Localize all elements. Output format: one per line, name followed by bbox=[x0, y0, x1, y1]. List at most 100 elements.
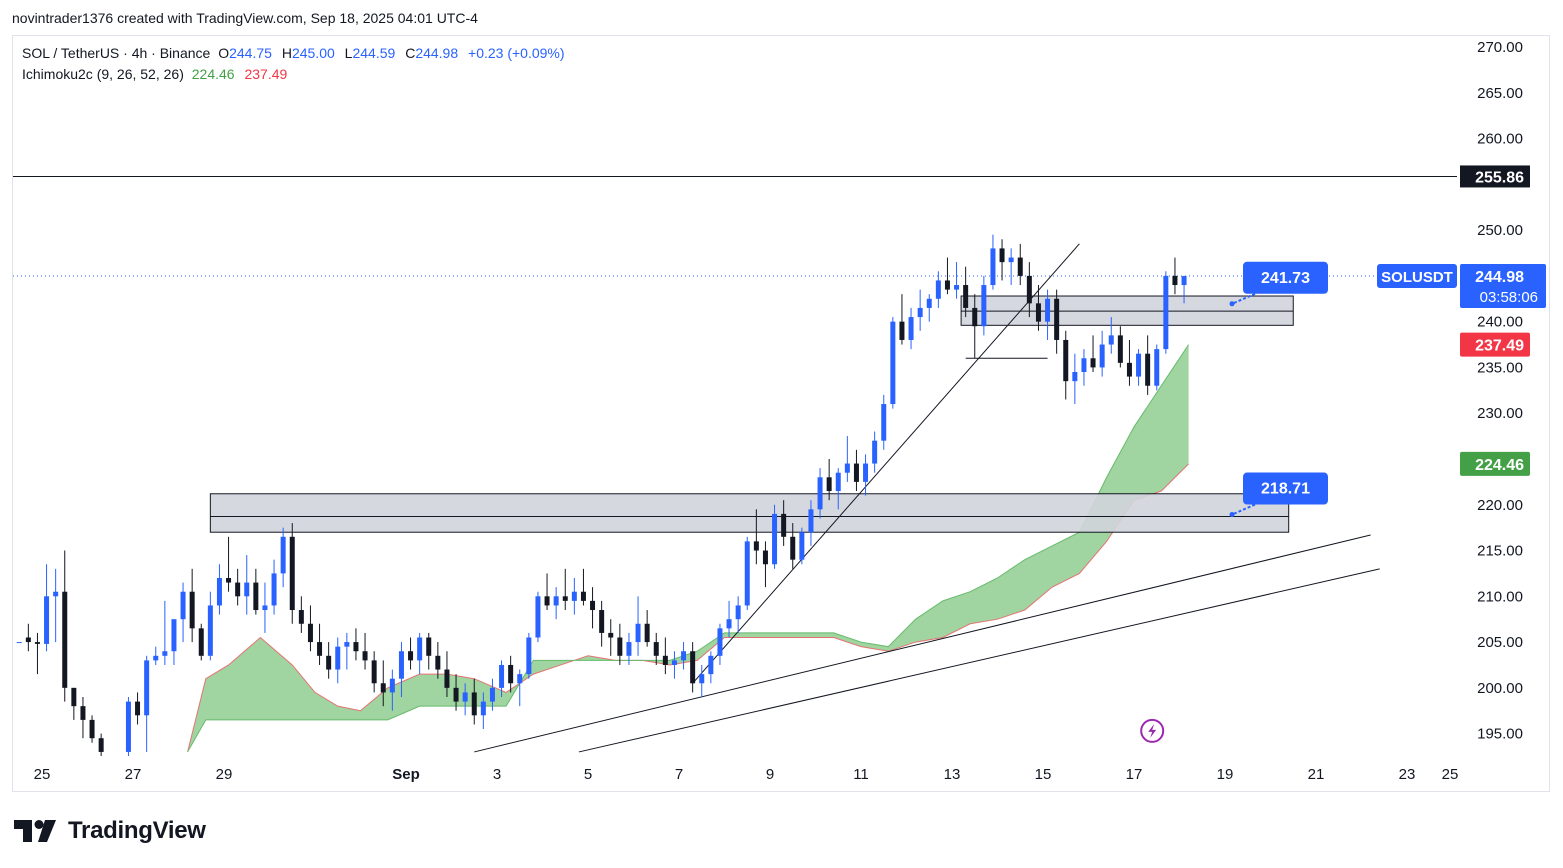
candle-body[interactable] bbox=[398, 651, 404, 679]
candle-body[interactable] bbox=[872, 440, 878, 464]
candle-body[interactable] bbox=[408, 651, 414, 661]
candle-body[interactable] bbox=[16, 642, 22, 644]
candle-body[interactable] bbox=[608, 632, 614, 638]
candle-body[interactable] bbox=[480, 701, 486, 716]
candle-body[interactable] bbox=[1026, 275, 1032, 304]
candle-body[interactable] bbox=[1008, 257, 1014, 263]
candle-body[interactable] bbox=[944, 280, 950, 290]
candle-body[interactable] bbox=[1181, 276, 1187, 286]
candle-body[interactable] bbox=[1035, 303, 1041, 322]
candle-body[interactable] bbox=[1045, 298, 1051, 322]
candle-body[interactable] bbox=[1108, 335, 1114, 345]
candle-body[interactable] bbox=[853, 463, 859, 482]
candle-body[interactable] bbox=[235, 582, 241, 597]
candle-body[interactable] bbox=[626, 642, 632, 656]
candle-body[interactable] bbox=[690, 651, 696, 684]
candle-body[interactable] bbox=[708, 655, 714, 675]
candle-body[interactable] bbox=[1054, 298, 1060, 340]
candle-body[interactable] bbox=[544, 596, 550, 606]
zone-box-1[interactable] bbox=[209, 493, 1290, 533]
candle-body[interactable] bbox=[89, 719, 95, 739]
trendline-3[interactable] bbox=[578, 568, 1380, 753]
candle-body[interactable] bbox=[471, 692, 477, 716]
candle-body[interactable] bbox=[735, 605, 741, 620]
candle-body[interactable] bbox=[653, 642, 659, 656]
candle-body[interactable] bbox=[226, 577, 232, 583]
candle-body[interactable] bbox=[489, 687, 495, 702]
candle-body[interactable] bbox=[599, 610, 605, 633]
trendline-1[interactable] bbox=[692, 243, 1080, 684]
candle-body[interactable] bbox=[835, 472, 841, 492]
candle-body[interactable] bbox=[298, 610, 304, 624]
candle-body[interactable] bbox=[44, 596, 50, 644]
candle-body[interactable] bbox=[890, 321, 896, 405]
candle-body[interactable] bbox=[426, 637, 432, 656]
candle-body[interactable] bbox=[1063, 339, 1069, 382]
indicator-name[interactable]: Ichimoku2c (9, 26, 52, 26) bbox=[22, 66, 184, 82]
candle-body[interactable] bbox=[917, 307, 923, 318]
candle-body[interactable] bbox=[71, 687, 77, 707]
candle-body[interactable] bbox=[808, 509, 814, 533]
candle-body[interactable] bbox=[244, 582, 250, 597]
candle-body[interactable] bbox=[462, 692, 468, 702]
tradingview-brand[interactable]: TradingView bbox=[14, 815, 206, 847]
candle-body[interactable] bbox=[98, 738, 104, 752]
candle-body[interactable] bbox=[799, 532, 805, 560]
candle-body[interactable] bbox=[671, 660, 677, 665]
callout-box-2[interactable] bbox=[1243, 472, 1328, 505]
candle-body[interactable] bbox=[781, 513, 787, 537]
candle-body[interactable] bbox=[1090, 358, 1096, 368]
candle-body[interactable] bbox=[25, 637, 31, 643]
candle-body[interactable] bbox=[954, 285, 960, 290]
candle-body[interactable] bbox=[353, 642, 359, 652]
candle-body[interactable] bbox=[253, 582, 259, 611]
candle-body[interactable] bbox=[1126, 362, 1132, 377]
candle-body[interactable] bbox=[726, 619, 732, 629]
candle-body[interactable] bbox=[508, 664, 514, 684]
candle-body[interactable] bbox=[362, 651, 368, 661]
candle-body[interactable] bbox=[1136, 353, 1142, 377]
candle-body[interactable] bbox=[863, 463, 869, 482]
candle-body[interactable] bbox=[335, 646, 341, 670]
candle-body[interactable] bbox=[753, 541, 759, 551]
candle-body[interactable] bbox=[826, 477, 832, 492]
candle-body[interactable] bbox=[744, 541, 750, 606]
candle-body[interactable] bbox=[326, 655, 332, 670]
candle-body[interactable] bbox=[1017, 257, 1023, 276]
candle-body[interactable] bbox=[553, 596, 559, 606]
candle-body[interactable] bbox=[153, 655, 159, 661]
candle-body[interactable] bbox=[517, 674, 523, 684]
candle-body[interactable] bbox=[271, 573, 277, 606]
candle-body[interactable] bbox=[562, 596, 568, 601]
candle-body[interactable] bbox=[1172, 275, 1178, 286]
candle-body[interactable] bbox=[34, 642, 40, 644]
candle-body[interactable] bbox=[53, 591, 59, 597]
candle-body[interactable] bbox=[699, 674, 705, 684]
candle-body[interactable] bbox=[772, 513, 778, 565]
candle-body[interactable] bbox=[990, 248, 996, 286]
candle-body[interactable] bbox=[1145, 353, 1151, 386]
candle-body[interactable] bbox=[580, 591, 586, 601]
candle-body[interactable] bbox=[380, 683, 386, 693]
candle-body[interactable] bbox=[344, 642, 350, 647]
candle-body[interactable] bbox=[144, 660, 150, 716]
candle-body[interactable] bbox=[280, 536, 286, 574]
candle-body[interactable] bbox=[1072, 372, 1078, 382]
candle-body[interactable] bbox=[981, 285, 987, 327]
candle-body[interactable] bbox=[307, 623, 313, 643]
candle-body[interactable] bbox=[926, 298, 932, 308]
candle-body[interactable] bbox=[590, 600, 596, 611]
candle-body[interactable] bbox=[1099, 344, 1105, 368]
candle-body[interactable] bbox=[317, 642, 323, 656]
candle-body[interactable] bbox=[1081, 358, 1087, 373]
candle-body[interactable] bbox=[80, 706, 86, 720]
candle-body[interactable] bbox=[972, 307, 978, 327]
candle-body[interactable] bbox=[681, 651, 687, 661]
callout-box-1[interactable] bbox=[1243, 261, 1328, 294]
candle-body[interactable] bbox=[881, 404, 887, 441]
candle-body[interactable] bbox=[198, 628, 204, 656]
candle-body[interactable] bbox=[717, 628, 723, 656]
candle-body[interactable] bbox=[844, 463, 850, 473]
candle-body[interactable] bbox=[999, 248, 1005, 263]
